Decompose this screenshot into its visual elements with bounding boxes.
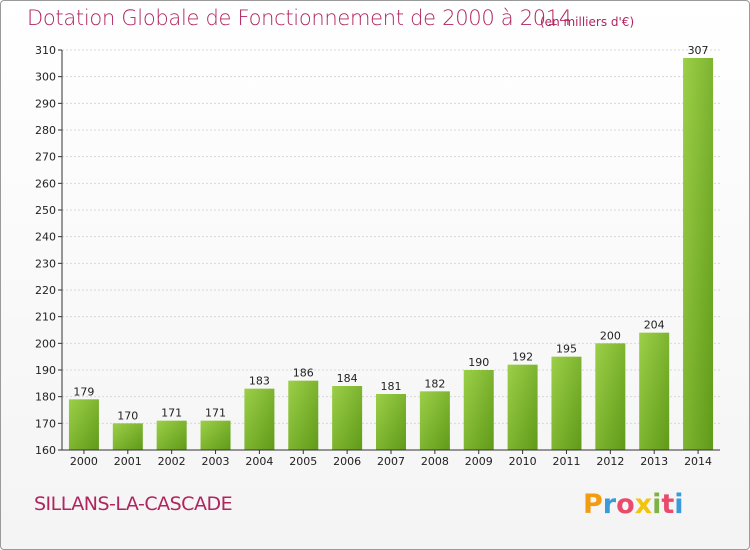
y-tick-label: 270 [35, 151, 56, 164]
logo-letter: o [616, 489, 635, 520]
bar-2002 [156, 420, 187, 450]
data-label: 171 [161, 407, 182, 420]
data-label: 171 [205, 407, 226, 420]
bar-2012 [595, 343, 626, 450]
y-tick-label: 290 [35, 97, 56, 110]
bar-2008 [419, 391, 450, 450]
y-tick-label: 180 [35, 391, 56, 404]
bar-2013 [639, 332, 670, 450]
data-label: 181 [381, 380, 402, 393]
x-tick-label: 2010 [509, 455, 537, 468]
data-label: 307 [688, 44, 709, 57]
bar-2005 [288, 380, 319, 450]
x-tick-label: 2011 [552, 455, 580, 468]
bar-2006 [332, 386, 363, 450]
y-tick-label: 190 [35, 364, 56, 377]
logo-letter: x [634, 489, 653, 520]
commune-name: SILLANS-LA-CASCADE [34, 493, 233, 515]
y-tick-label: 240 [35, 231, 56, 244]
proxiti-logo[interactable]: Proxiti [583, 489, 684, 520]
y-tick-label: 200 [35, 337, 56, 350]
x-tick-label: 2000 [70, 455, 98, 468]
bars: 179 170 171 171 183 186 184 181 182 190 192 195 200 2… [68, 44, 714, 450]
x-tick-label: 2012 [596, 455, 624, 468]
data-label: 170 [117, 409, 138, 422]
data-label: 190 [468, 356, 489, 369]
y-tick-label: 210 [35, 311, 56, 324]
x-tick-label: 2004 [245, 455, 273, 468]
x-tick-label: 2009 [465, 455, 493, 468]
data-label: 186 [293, 367, 314, 380]
x-tick-label: 2003 [202, 455, 230, 468]
y-tick-label: 250 [35, 204, 56, 217]
y-tick-label: 310 [35, 44, 56, 57]
data-label: 179 [73, 385, 94, 398]
chart-title: Dotation Globale de Fonctionnement de 20… [27, 6, 572, 30]
axes: 160 170 180 190 200 210 220 230 240 250 260 270 280 2… [35, 44, 720, 468]
bar-2003 [200, 420, 231, 450]
y-tick-label: 300 [35, 71, 56, 84]
data-label: 192 [512, 351, 533, 364]
x-tick-label: 2014 [684, 455, 712, 468]
y-tick-label: 280 [35, 124, 56, 137]
x-tick-label: 2002 [158, 455, 186, 468]
y-tick-label: 220 [35, 284, 56, 297]
x-tick-label: 2005 [289, 455, 317, 468]
chart-unit-note: (en milliers d'€) [540, 15, 635, 29]
data-label: 182 [424, 377, 445, 390]
logo-letter: r [602, 489, 617, 520]
y-tick-label: 170 [35, 417, 56, 430]
data-label: 184 [337, 372, 358, 385]
x-tick-label: 2006 [333, 455, 361, 468]
x-tick-label: 2007 [377, 455, 405, 468]
x-tick-label: 2008 [421, 455, 449, 468]
bar-2009 [463, 370, 494, 450]
data-label: 183 [249, 375, 270, 388]
bar-2010 [507, 364, 538, 450]
bar-2007 [376, 394, 406, 450]
data-label: 200 [600, 329, 621, 342]
data-label: 204 [644, 319, 665, 332]
x-tick-label: 2013 [640, 455, 668, 468]
bar-2004 [244, 388, 275, 450]
x-tick-label: 2001 [114, 455, 142, 468]
bar-2011 [551, 356, 582, 450]
logo-letter: P [583, 489, 603, 520]
logo-letter: i [674, 489, 684, 520]
bar-2001 [112, 423, 143, 450]
logo-letter: i [652, 489, 662, 520]
data-label: 195 [556, 343, 577, 356]
bar-2014 [683, 58, 714, 450]
bar-2000 [68, 399, 99, 450]
logo-letter: t [661, 489, 675, 520]
y-tick-label: 160 [35, 444, 56, 457]
y-tick-label: 230 [35, 257, 56, 270]
y-tick-label: 260 [35, 177, 56, 190]
